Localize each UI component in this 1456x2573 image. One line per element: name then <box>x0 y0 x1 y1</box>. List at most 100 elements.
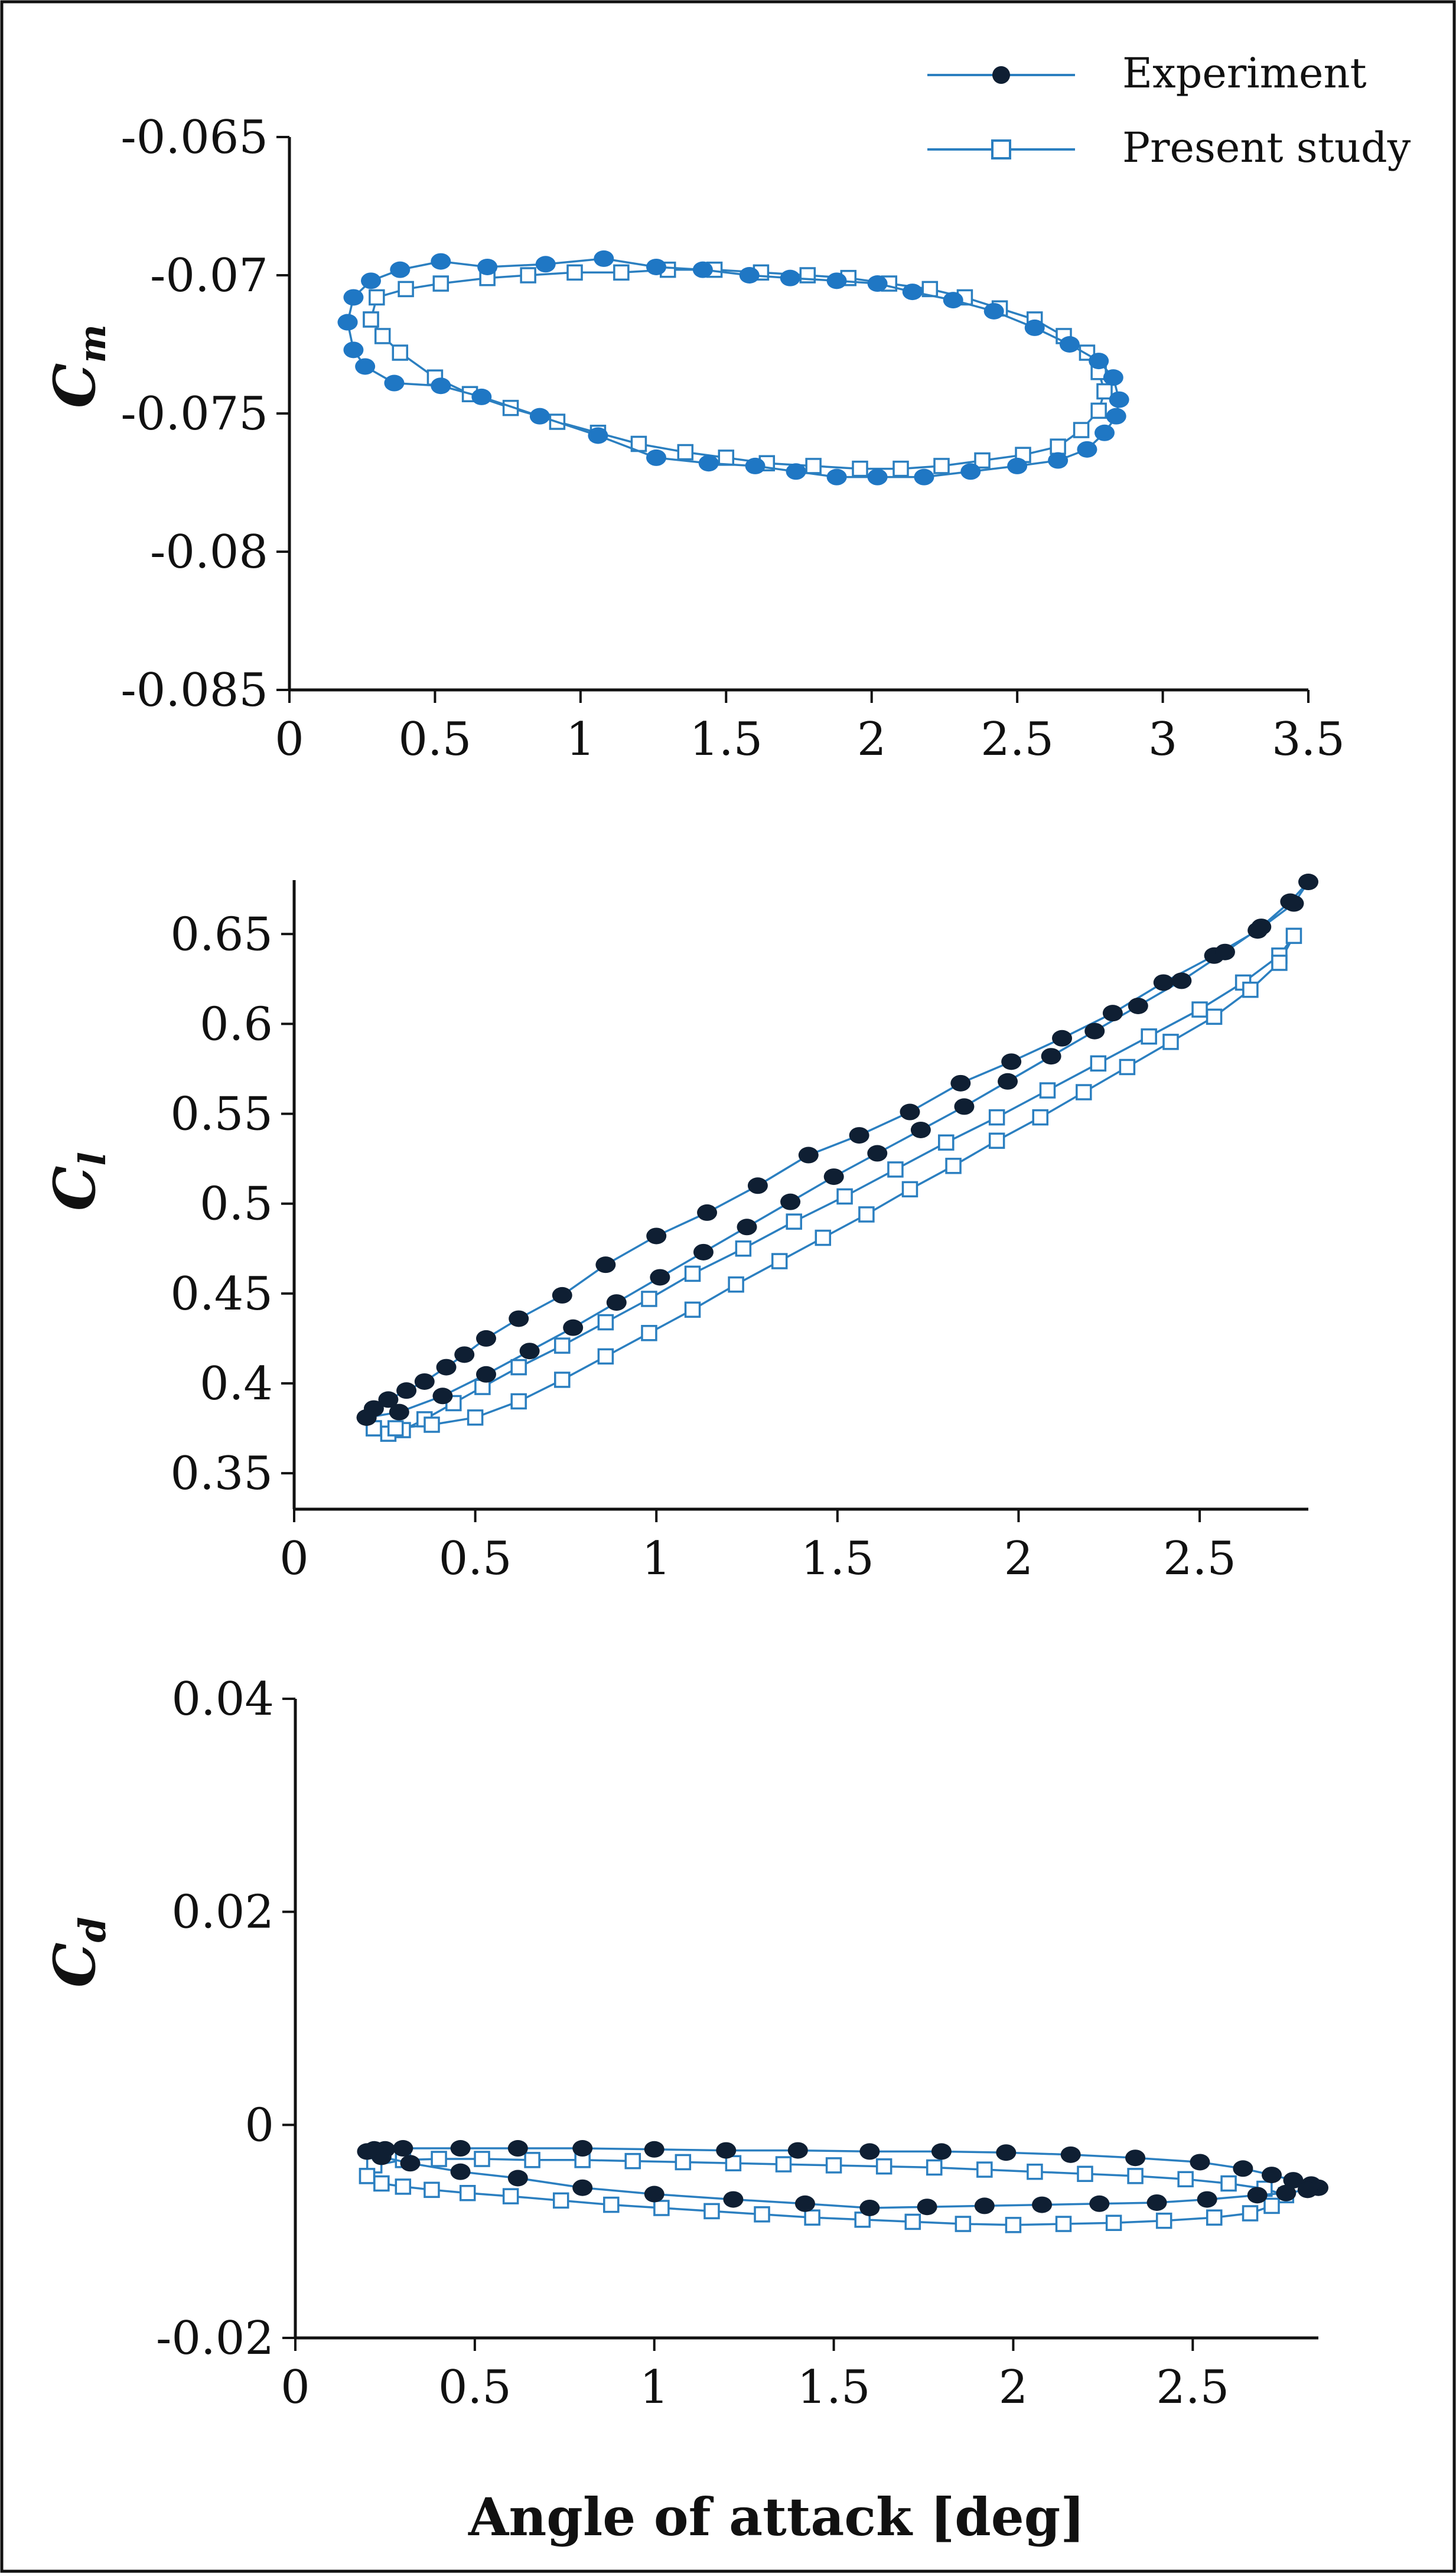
present-study-point <box>1271 955 1288 971</box>
present-study-point <box>976 2161 993 2178</box>
present-study-point <box>1155 2212 1172 2229</box>
panel-cd-ylabel: Cd <box>41 1917 114 1988</box>
panel-cm-xticks: 0 0.5 1 1.5 2 2.5 3 3.5 <box>275 690 1345 766</box>
experiment-point <box>1251 919 1272 936</box>
x-tick-label: 1.5 <box>689 713 763 766</box>
experiment-point <box>1128 998 1148 1014</box>
present-study-point <box>474 2151 490 2167</box>
present-study-point <box>1242 981 1259 998</box>
present-study-point <box>502 2188 519 2204</box>
present-study-point <box>988 1109 1005 1126</box>
present-study-point <box>754 2206 770 2223</box>
experiment-point <box>1089 353 1109 370</box>
present-study-point <box>510 1393 527 1410</box>
experiment-point <box>519 1343 540 1360</box>
experiment-point <box>572 2179 593 2196</box>
present-study-point <box>613 264 630 281</box>
experiment-point <box>378 1391 399 1408</box>
x-axis-label: Angle of attack [deg] <box>468 2486 1085 2548</box>
present-study-point <box>524 2152 540 2168</box>
x-tick-label: 0 <box>275 713 304 766</box>
panel-cl-xticks: 0 0.5 1 1.5 2 2.5 <box>279 1509 1236 1585</box>
panel-cm: 0 0.5 1 1.5 2 2.5 3 3.5 -0.065-0.07-0.075-0.08-… <box>41 111 1345 766</box>
present-study-point <box>735 1240 752 1257</box>
present-study-point <box>392 344 409 361</box>
experiment-point <box>450 2140 471 2157</box>
present-study-point <box>1220 2175 1237 2192</box>
present-study-point <box>431 2151 447 2167</box>
experiment-point <box>1298 874 1318 891</box>
present-study-point <box>424 1416 440 1433</box>
experiment-point <box>693 1243 714 1261</box>
experiment-point <box>507 2170 528 2187</box>
experiment-point <box>1297 2181 1318 2199</box>
present-study-point <box>387 1420 404 1437</box>
present-study-point <box>938 1134 955 1151</box>
present-study-point <box>373 2175 390 2192</box>
y-tick-label: -0.065 <box>120 111 268 164</box>
legend-present-marker <box>991 139 1011 159</box>
present-study-point <box>1077 2165 1093 2183</box>
panel-cm-yticks: -0.065 -0.07 -0.075 -0.08 -0.085 <box>120 111 289 717</box>
y-tick-label: -0.085 <box>120 664 268 717</box>
panel-cd-ylabel-sub: d <box>71 1917 114 1942</box>
legend-experiment-label: Experiment <box>1122 49 1367 97</box>
present-study-point <box>1050 438 1066 455</box>
experiment-point <box>1052 1030 1073 1047</box>
experiment-point <box>361 272 381 289</box>
present-study-point <box>728 1276 744 1293</box>
experiment-point <box>1214 943 1235 960</box>
experiment-point <box>396 1382 417 1399</box>
experiment-point <box>996 2144 1017 2161</box>
experiment-point <box>1197 2191 1217 2208</box>
y-tick-label: -0.07 <box>150 249 268 302</box>
experiment-point <box>552 1286 572 1304</box>
legend: Experiment Present study <box>927 49 1411 172</box>
experiment-point <box>900 1103 920 1121</box>
present-study-point <box>703 2203 720 2220</box>
experiment-point <box>1247 2187 1268 2204</box>
present-study-point <box>1105 2214 1122 2231</box>
experiment-point <box>588 427 608 444</box>
experiment-point <box>859 2199 880 2216</box>
present-study-point <box>1039 1082 1056 1099</box>
experiment-point <box>563 1319 584 1336</box>
panel-cl-axes <box>292 880 1308 1511</box>
present-study-point <box>363 311 379 328</box>
experiment-point <box>998 1073 1018 1090</box>
present-study-point <box>603 2196 620 2213</box>
y-tick-label: -0.075 <box>120 387 268 441</box>
x-tick-label: 2 <box>857 713 887 766</box>
experiment-point <box>723 2191 744 2208</box>
experiment-point <box>867 468 888 486</box>
panel-cl-ylabel: Cl <box>41 1152 114 1211</box>
present-study-point <box>677 444 694 461</box>
panel-cm-ylabel-main: C <box>41 363 108 408</box>
present-study-point <box>974 452 991 469</box>
experiment-point <box>739 267 760 284</box>
present-study-point <box>624 2152 641 2170</box>
experiment-point <box>737 1219 757 1236</box>
y-tick-label: 0.45 <box>170 1268 273 1321</box>
experiment-point <box>1106 408 1126 425</box>
present-study-point <box>374 328 391 344</box>
x-tick-label: 1 <box>640 2361 669 2414</box>
experiment-point <box>1084 1022 1105 1040</box>
experiment-point <box>747 1177 768 1194</box>
present-study-point <box>805 458 822 474</box>
experiment-point <box>692 261 713 278</box>
experiment-point <box>716 2142 737 2159</box>
present-study-point <box>836 1188 853 1205</box>
present-study-point <box>901 1181 918 1198</box>
experiment-point <box>780 269 800 286</box>
present-study-point <box>1032 1109 1048 1126</box>
present-study-point <box>510 1359 527 1376</box>
experiment-point <box>914 468 934 486</box>
experiment-point <box>432 1388 453 1405</box>
experiment-point <box>1001 1053 1022 1070</box>
present-study-point <box>718 450 735 466</box>
experiment-point <box>1007 457 1028 474</box>
x-tick-label: 1 <box>566 713 595 766</box>
present-study-point <box>1206 1008 1223 1025</box>
x-tick-label: 1.5 <box>801 1532 874 1585</box>
